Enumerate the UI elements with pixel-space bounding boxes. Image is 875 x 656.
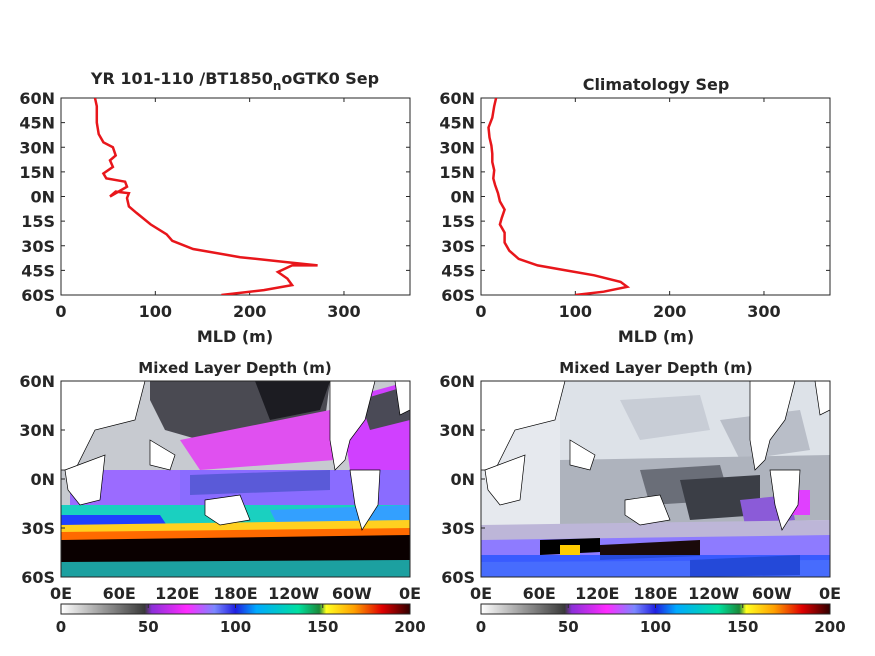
x-tick-label: 100 — [559, 302, 592, 321]
x-axis-label-model: MLD (m) — [197, 327, 273, 346]
lon-tick-label: 0E — [399, 584, 421, 603]
y-tick-label: 45N — [439, 114, 475, 133]
colorbar-tick-label: 150 — [307, 618, 338, 636]
y-tick-label: 30S — [21, 237, 55, 256]
lat-tick-label: 0N — [30, 470, 55, 489]
lat-tick-label: 60N — [439, 372, 475, 391]
y-tick-label: 15S — [21, 212, 55, 231]
profile-panel-climatology: Climatology Sep 0 100 200 300 60N 45N 30N 15N 0N… — [439, 75, 831, 346]
x-tick-label: 300 — [747, 302, 780, 321]
lon-tick-label: 120E — [575, 584, 619, 603]
lon-tick-label: 120W — [688, 584, 739, 603]
x-tick-label: 200 — [653, 302, 686, 321]
y-tick-label: 15N — [19, 163, 55, 182]
y-tick-label: 45S — [21, 261, 55, 280]
lat-tick-label: 30N — [19, 421, 55, 440]
axis-ticks-climatology: 0 100 200 300 60N 45N 30N 15N 0N 15S 30S 45S 60S — [439, 89, 830, 321]
lon-tick-label: 60W — [332, 584, 372, 603]
y-tick-label: 0N — [30, 188, 55, 207]
lat-tick-label: 0N — [450, 470, 475, 489]
map-title-climatology: Mixed Layer Depth (m) — [559, 359, 752, 377]
y-tick-label: 15N — [439, 163, 475, 182]
lon-tick-label: 0E — [819, 584, 841, 603]
x-tick-label: 0 — [475, 302, 486, 321]
lon-tick-label: 60W — [752, 584, 792, 603]
colorbar-tick-label: 100 — [640, 618, 671, 636]
plot-area-model — [60, 97, 411, 296]
x-tick-label: 0 — [55, 302, 66, 321]
map-panel-model: Mixed Layer Depth (m) — [19, 359, 425, 636]
map-title-model: Mixed Layer Depth (m) — [138, 359, 331, 377]
x-tick-label: 300 — [327, 302, 360, 321]
colorbar-tick-label: 200 — [814, 618, 845, 636]
colorbar-ticks-climatology: 0 50 100 150 200 — [476, 604, 846, 636]
profile-panel-model: YR 101-110 /BT1850noGTK0 Sep 0 100 200 300 6… — [19, 69, 411, 346]
mld-field-climatology — [481, 381, 830, 577]
mld-profile-line-climatology — [487, 98, 631, 295]
chart-title-model: YR 101-110 /BT1850noGTK0 Sep — [90, 69, 379, 93]
y-tick-label: 0N — [450, 188, 475, 207]
mld-field-model — [61, 381, 410, 577]
y-tick-label: 60S — [21, 286, 55, 305]
lon-tick-label: 0E — [470, 584, 492, 603]
lat-tick-label: 60S — [441, 568, 475, 587]
y-tick-label: 60N — [19, 89, 55, 108]
colorbar-tick-label: 50 — [138, 618, 159, 636]
x-tick-label: 200 — [233, 302, 266, 321]
x-tick-label: 100 — [139, 302, 172, 321]
lat-tick-label: 60S — [21, 568, 55, 587]
lon-tick-label: 60E — [103, 584, 136, 603]
colorbar-tick-label: 50 — [558, 618, 579, 636]
lon-tick-label: 0E — [50, 584, 72, 603]
lat-tick-label: 30S — [441, 519, 475, 538]
y-tick-label: 45S — [441, 261, 475, 280]
lat-tick-label: 30N — [439, 421, 475, 440]
lon-tick-label: 180E — [633, 584, 677, 603]
axis-ticks-model: 0 100 200 300 60N 45N 30N 15N 0N 15S 30S 45S 60S — [19, 89, 410, 321]
y-tick-label: 45N — [19, 114, 55, 133]
mld-profile-line-model — [93, 98, 318, 295]
colorbar-tick-label: 150 — [727, 618, 758, 636]
y-tick-label: 60S — [441, 286, 475, 305]
y-tick-label: 30N — [19, 138, 55, 157]
chart-title-climatology: Climatology Sep — [583, 75, 730, 94]
colorbar-tick-label: 0 — [476, 618, 486, 636]
y-tick-label: 15S — [441, 212, 475, 231]
colorbar-tick-label: 200 — [394, 618, 425, 636]
lon-tick-label: 120E — [155, 584, 199, 603]
y-tick-label: 30N — [439, 138, 475, 157]
y-tick-label: 60N — [439, 89, 475, 108]
lon-tick-label: 60E — [523, 584, 556, 603]
lon-tick-label: 180E — [213, 584, 257, 603]
map-panel-climatology: Mixed Layer Depth (m) — [439, 359, 845, 636]
colorbar-tick-label: 100 — [220, 618, 251, 636]
plot-area-climatology — [480, 97, 831, 296]
lat-tick-label: 30S — [21, 519, 55, 538]
x-axis-label-climatology: MLD (m) — [618, 327, 694, 346]
y-tick-label: 30S — [441, 237, 475, 256]
lat-tick-label: 60N — [19, 372, 55, 391]
colorbar-tick-label: 0 — [56, 618, 66, 636]
lon-tick-label: 120W — [268, 584, 319, 603]
colorbar-ticks-model: 0 50 100 150 200 — [56, 604, 426, 636]
